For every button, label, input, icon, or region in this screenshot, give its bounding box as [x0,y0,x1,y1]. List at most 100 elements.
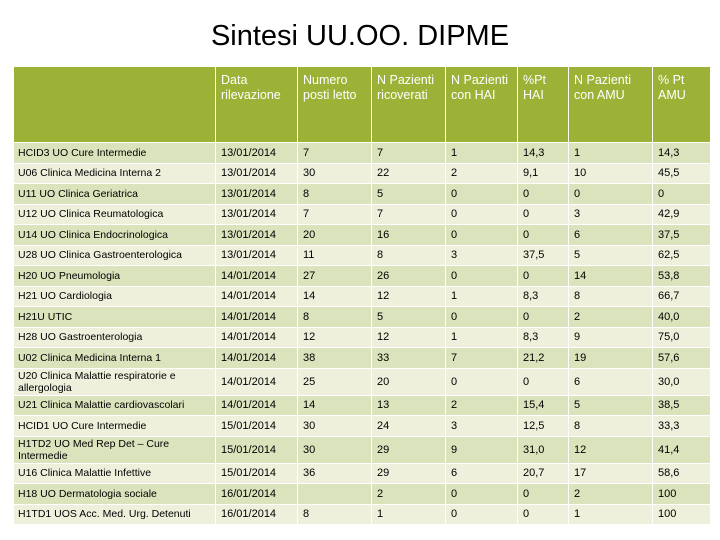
table-cell: 12 [371,326,446,348]
column-header: Numero posti letto [297,66,372,143]
table-cell: 5 [371,306,446,328]
table-cell: 0 [517,367,569,396]
table-cell: 14,3 [652,142,711,164]
table-cell: 9 [568,326,653,348]
table-cell: 8,3 [517,285,569,307]
table-cell: 10 [568,162,653,184]
table-cell: 75,0 [652,326,711,348]
table-cell: 7 [297,142,372,164]
table-cell: 3 [568,203,653,225]
table-cell: 0 [652,183,711,205]
table-cell: 20,7 [517,462,569,484]
table-cell: 57,6 [652,347,711,369]
table-cell: 0 [517,265,569,287]
table-cell: 7 [371,142,446,164]
table-cell: 45,5 [652,162,711,184]
unit-name-cell: U20 Clinica Malattie respiratorie e alle… [13,367,216,396]
table-cell: 24 [371,415,446,437]
table-row: H20 UO Pneumologia 14/01/2014 27 26 0 0 14 53,8 [13,265,711,287]
table-cell: 14/01/2014 [215,367,298,396]
table-cell: 2 [445,162,518,184]
table-cell: 12 [568,435,653,464]
unit-name-cell: U11 UO Clinica Geriatrica [13,183,216,205]
table-cell: 30 [297,415,372,437]
table-cell: 2 [568,483,653,505]
table-cell: 20 [371,367,446,396]
unit-name-cell: H18 UO Dermatologia sociale [13,483,216,505]
table-cell: 29 [371,435,446,464]
table-cell: 15/01/2014 [215,435,298,464]
table-cell: 30,0 [652,367,711,396]
table-cell: 16/01/2014 [215,483,298,505]
table-cell: 0 [445,306,518,328]
table-cell: 14/01/2014 [215,265,298,287]
unit-name-cell: U02 Clinica Medicina Interna 1 [13,347,216,369]
table-row: HCID1 UO Cure Intermedie 15/01/2014 30 24 3 1… [13,415,711,437]
table-cell: 1 [445,326,518,348]
unit-name-cell: U06 Clinica Medicina Interna 2 [13,162,216,184]
header-row: Data rilevazione Numero posti letto N Pazi… [13,66,711,143]
unit-name-cell: U14 UO Clinica Endocrinologica [13,224,216,246]
table-cell: 0 [517,503,569,525]
table-cell: 17 [568,462,653,484]
table-cell: 38,5 [652,394,711,416]
unit-name-cell: HCID1 UO Cure Intermedie [13,415,216,437]
table-cell: 33,3 [652,415,711,437]
table-cell: 2 [445,394,518,416]
unit-name-cell: HCID3 UO Cure Intermedie [13,142,216,164]
table-cell: 13/01/2014 [215,162,298,184]
table-cell: 53,8 [652,265,711,287]
table-cell: 16 [371,224,446,246]
table-cell: 37,5 [517,244,569,266]
table-cell: 7 [371,203,446,225]
table-cell: 33 [371,347,446,369]
table-cell: 14/01/2014 [215,326,298,348]
unit-name-cell: U21 Clinica Malattie cardiovascolari [13,394,216,416]
table-cell: 66,7 [652,285,711,307]
table-cell: 1 [371,503,446,525]
table-cell: 58,6 [652,462,711,484]
column-header: % Pt AMU [652,66,711,143]
table-cell: 14/01/2014 [215,394,298,416]
table-row: H1TD1 UOS Acc. Med. Urg. Detenuti 16/01/2… [13,503,711,525]
table-row: U21 Clinica Malattie cardiovascolari 14/0… [13,394,711,416]
table-cell: 13/01/2014 [215,203,298,225]
unit-name-cell: H21U UTIC [13,306,216,328]
table-cell: 14/01/2014 [215,347,298,369]
table-cell [297,483,372,505]
table-cell: 25 [297,367,372,396]
table-cell: 13/01/2014 [215,183,298,205]
table-cell: 5 [568,244,653,266]
table-row: U06 Clinica Medicina Interna 2 13/01/2014… [13,162,711,184]
table-cell: 12 [371,285,446,307]
table-cell: 15,4 [517,394,569,416]
table-cell: 41,4 [652,435,711,464]
table-cell: 0 [517,203,569,225]
table-row: U14 UO Clinica Endocrinologica 13/01/2014… [13,224,711,246]
table-cell: 15/01/2014 [215,462,298,484]
unit-name-cell: H28 UO Gastroenterologia [13,326,216,348]
table-cell: 0 [517,224,569,246]
table-cell: 13/01/2014 [215,224,298,246]
table-cell: 26 [371,265,446,287]
table-cell: 19 [568,347,653,369]
table-cell: 6 [568,224,653,246]
table-cell: 100 [652,503,711,525]
table-cell: 7 [297,203,372,225]
column-header: N Pazienti con AMU [568,66,653,143]
table-cell: 14 [297,394,372,416]
table-cell: 100 [652,483,711,505]
table-cell: 2 [371,483,446,505]
unit-name-cell: H1TD2 UO Med Rep Det – Cure Intermedie [13,435,216,464]
table-cell: 13/01/2014 [215,244,298,266]
table-cell: 8 [297,503,372,525]
table-cell: 14 [568,265,653,287]
table-cell: 1 [445,285,518,307]
column-header: N Pazienti ricoverati [371,66,446,143]
table-row: U12 UO Clinica Reumatologica 13/01/2014 7 7… [13,203,711,225]
table-cell: 0 [568,183,653,205]
table-cell: 13 [371,394,446,416]
table-cell: 1 [445,142,518,164]
table-cell: 3 [445,415,518,437]
slide-title: Sintesi UU.OO. DIPME [210,20,510,52]
